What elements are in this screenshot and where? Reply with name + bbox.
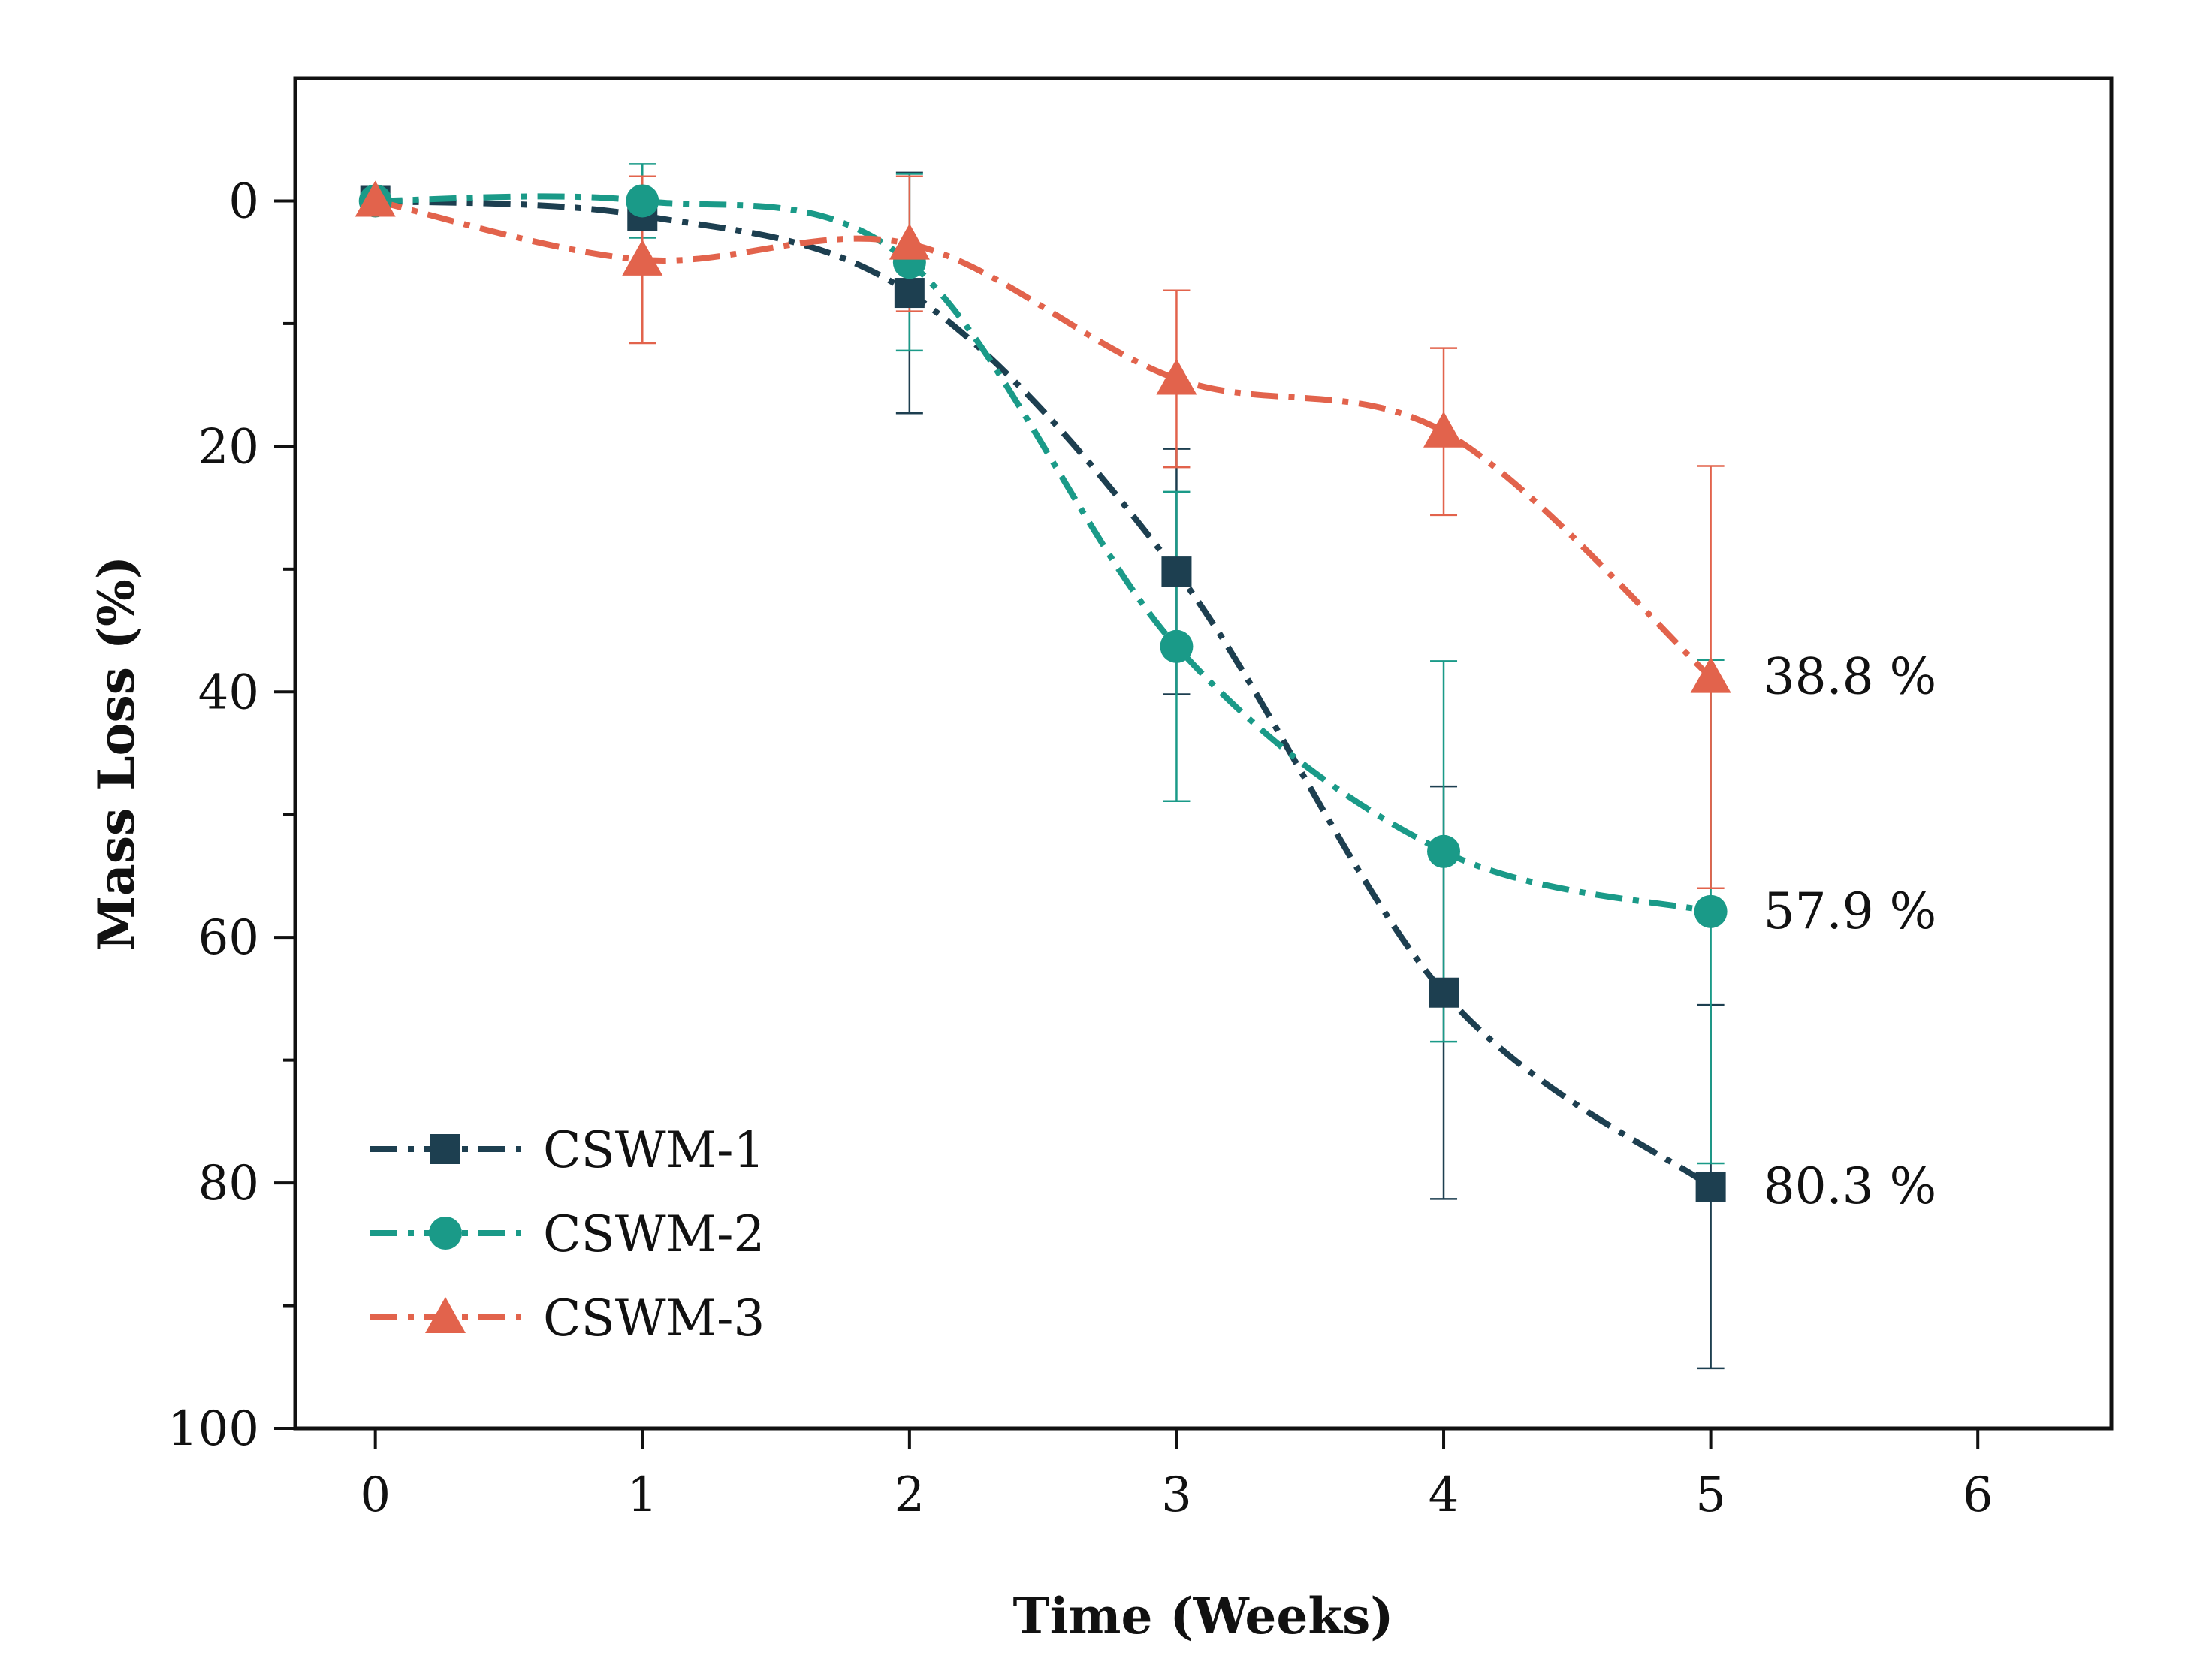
y-tick-label-40: 40 [198,665,259,720]
x-tick-label-5: 5 [1695,1467,1726,1523]
y-tick-label-100: 100 [167,1401,259,1457]
series-layer: 80.3 % 57.9 % 38.8 % [355,163,1937,1370]
point-cswm-2-w5 [1694,894,1728,928]
legend-marker-cswm-1 [430,1134,460,1164]
point-cswm-3-w3 [1156,358,1197,395]
markers-cswm-3 [355,180,1731,693]
x-tick-label-2: 2 [894,1467,925,1523]
legend-marker-cswm-3 [425,1297,466,1333]
point-cswm-1-w4 [1429,977,1459,1008]
data-label-cswm-1: 80.3 % [1764,1157,1937,1215]
x-axis-title: Time (Weeks) [1012,1587,1393,1645]
legend-label-cswm-1: CSWM-1 [543,1121,765,1179]
data-label-cswm-3: 38.8 % [1764,648,1937,706]
series-line-cswm-3 [374,198,1713,680]
x-tick-label-6: 6 [1963,1467,1993,1523]
legend-label-cswm-2: CSWM-2 [543,1205,765,1263]
point-cswm-3-w1 [622,239,663,276]
legend-item-cswm-3: CSWM-3 [370,1289,765,1347]
point-cswm-2-w3 [1160,629,1194,663]
x-tick-label-3: 3 [1161,1467,1192,1523]
y-tick-label-20: 20 [198,419,259,475]
point-cswm-3-w5 [1690,656,1731,693]
x-tick-label-4: 4 [1429,1467,1459,1523]
legend-item-cswm-2: CSWM-2 [370,1205,765,1263]
y-tick-label-60: 60 [198,910,259,966]
point-cswm-2-w1 [626,184,659,218]
point-cswm-3-w2 [889,223,930,260]
point-cswm-3-w4 [1423,411,1465,448]
plot-frame [293,76,2114,1431]
point-cswm-1-w2 [894,278,925,309]
x-tick-label-1: 1 [627,1467,658,1523]
y-tick-label-0: 0 [228,173,259,229]
legend: CSWM-1 CSWM-2 CSWM-3 [370,1121,765,1347]
legend-marker-cswm-2 [429,1217,462,1250]
legend-label-cswm-3: CSWM-3 [543,1289,765,1347]
point-cswm-1-w5 [1695,1171,1726,1202]
point-cswm-3-w0 [355,180,396,217]
x-tick-label-0: 0 [360,1467,391,1523]
point-cswm-2-w4 [1427,834,1461,868]
point-cswm-1-w3 [1161,556,1192,587]
y-tick-label-80: 80 [198,1156,259,1211]
legend-item-cswm-1: CSWM-1 [370,1121,765,1179]
y-axis-title: Mass Loss (%) [87,556,146,951]
data-label-cswm-2: 57.9 % [1764,882,1937,940]
